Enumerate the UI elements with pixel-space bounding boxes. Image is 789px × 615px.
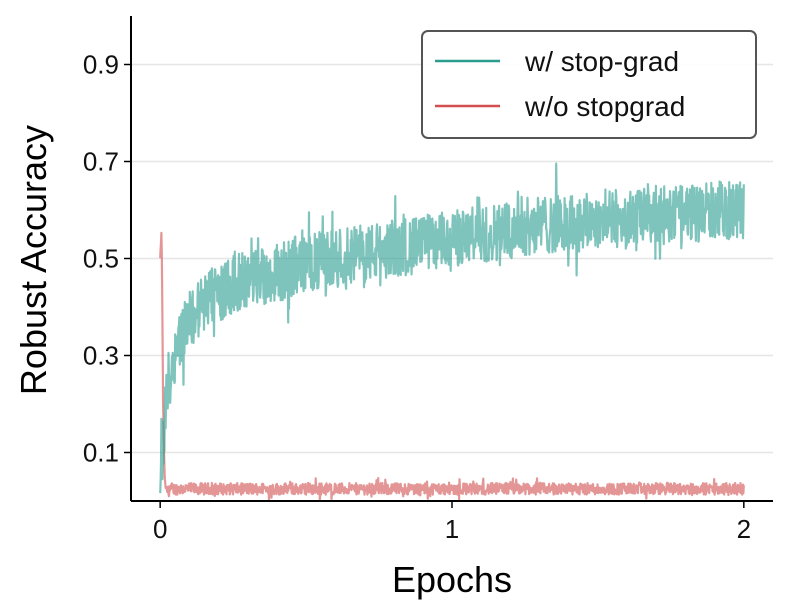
tick-labels: 0.1 0.3 0.5 0.7 0.9 0 1 2 xyxy=(83,50,751,545)
legend-label-no-stopgrad: w/o stopgrad xyxy=(524,91,685,122)
series-line-stop-grad xyxy=(159,162,745,494)
y-tick-label: 0.3 xyxy=(83,341,119,371)
y-tick-label: 0.5 xyxy=(83,244,119,274)
y-tick-label: 0.7 xyxy=(83,147,119,177)
series-line-no-stopgrad xyxy=(159,231,745,503)
legend-label-stop-grad: w/ stop-grad xyxy=(524,46,679,77)
x-tick-label: 2 xyxy=(737,514,751,544)
legend-box xyxy=(421,30,757,139)
y-axis-title: Robust Accuracy xyxy=(13,125,54,395)
y-tick-label: 0.1 xyxy=(83,438,119,468)
plot-area xyxy=(159,162,745,503)
x-tick-label: 1 xyxy=(445,514,459,544)
x-tick-label: 0 xyxy=(153,514,167,544)
legend: w/ stop-grad w/o stopgrad xyxy=(421,30,757,139)
x-axis-title: Epochs xyxy=(392,559,512,600)
y-tick-label: 0.9 xyxy=(83,50,119,80)
